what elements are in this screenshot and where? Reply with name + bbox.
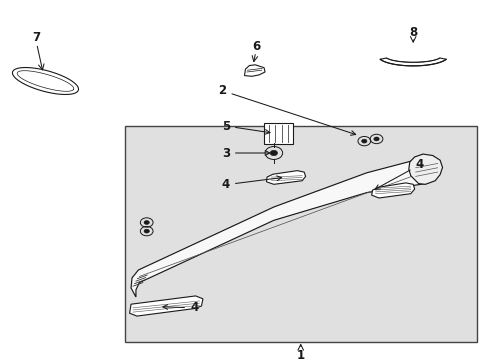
Polygon shape: [12, 68, 79, 94]
Text: 1: 1: [296, 349, 304, 360]
Text: 6: 6: [252, 40, 260, 53]
Text: 7: 7: [33, 31, 41, 44]
Bar: [264, 123, 293, 144]
Polygon shape: [129, 296, 203, 316]
Text: 5: 5: [222, 120, 269, 134]
Text: 3: 3: [222, 147, 269, 159]
Circle shape: [269, 150, 277, 156]
Text: 4: 4: [163, 301, 198, 314]
Text: 4: 4: [222, 176, 281, 191]
Polygon shape: [266, 171, 305, 184]
Text: 2: 2: [218, 84, 355, 135]
Circle shape: [361, 139, 366, 143]
Circle shape: [373, 137, 378, 141]
Circle shape: [144, 221, 149, 224]
Polygon shape: [371, 183, 414, 198]
Polygon shape: [379, 58, 446, 66]
FancyBboxPatch shape: [124, 126, 476, 342]
Text: 8: 8: [408, 26, 416, 39]
Circle shape: [144, 229, 149, 233]
Text: 4: 4: [374, 158, 423, 189]
Polygon shape: [244, 65, 264, 76]
Polygon shape: [408, 154, 442, 184]
Polygon shape: [131, 158, 428, 297]
